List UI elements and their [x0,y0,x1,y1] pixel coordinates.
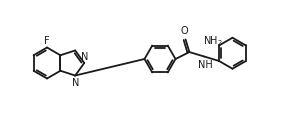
Text: F: F [44,36,50,46]
Text: N: N [81,52,88,62]
Text: N: N [72,78,80,88]
Text: NH$_2$: NH$_2$ [203,34,223,48]
Text: O: O [181,26,188,36]
Text: NH: NH [198,59,213,69]
